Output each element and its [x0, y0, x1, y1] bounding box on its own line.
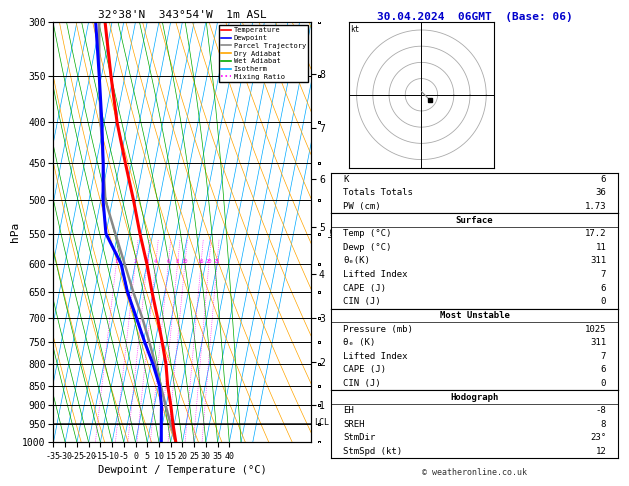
Text: CAPE (J): CAPE (J) — [343, 284, 386, 293]
Text: -8: -8 — [596, 406, 606, 415]
Text: 6: 6 — [167, 259, 170, 264]
Text: Most Unstable: Most Unstable — [440, 311, 509, 320]
Y-axis label: km
ASL: km ASL — [328, 225, 347, 240]
Text: 7: 7 — [601, 270, 606, 279]
Text: CAPE (J): CAPE (J) — [343, 365, 386, 374]
Y-axis label: hPa: hPa — [9, 222, 19, 242]
Text: StmDir: StmDir — [343, 434, 375, 442]
Text: 11: 11 — [596, 243, 606, 252]
Legend: Temperature, Dewpoint, Parcel Trajectory, Dry Adiabat, Wet Adiabat, Isotherm, Mi: Temperature, Dewpoint, Parcel Trajectory… — [219, 25, 308, 82]
Text: Hodograph: Hodograph — [450, 393, 499, 401]
Text: Dewp (°C): Dewp (°C) — [343, 243, 391, 252]
Text: 10: 10 — [182, 259, 188, 264]
Title: 32°38'N  343°54'W  1m ASL: 32°38'N 343°54'W 1m ASL — [98, 10, 267, 20]
Text: Temp (°C): Temp (°C) — [343, 229, 391, 238]
Text: θₑ (K): θₑ (K) — [343, 338, 375, 347]
Text: SREH: SREH — [343, 420, 364, 429]
Text: Lifted Index: Lifted Index — [343, 352, 408, 361]
Text: StmSpd (kt): StmSpd (kt) — [343, 447, 402, 456]
Text: 1: 1 — [114, 259, 118, 264]
Text: 0: 0 — [601, 297, 606, 306]
Text: 20: 20 — [206, 259, 212, 264]
Text: CIN (J): CIN (J) — [343, 379, 381, 388]
Text: Totals Totals: Totals Totals — [343, 189, 413, 197]
Text: PW (cm): PW (cm) — [343, 202, 381, 211]
Text: kt: kt — [350, 25, 359, 34]
Text: 25: 25 — [214, 259, 220, 264]
Text: Surface: Surface — [456, 216, 493, 225]
Text: K: K — [343, 175, 348, 184]
Text: 4: 4 — [154, 259, 157, 264]
Text: © weatheronline.co.uk: © weatheronline.co.uk — [423, 468, 527, 477]
Text: 16: 16 — [198, 259, 204, 264]
Text: 2: 2 — [133, 259, 137, 264]
Text: 36: 36 — [596, 189, 606, 197]
Text: 0: 0 — [601, 379, 606, 388]
X-axis label: Dewpoint / Temperature (°C): Dewpoint / Temperature (°C) — [98, 465, 267, 475]
Text: 1.73: 1.73 — [585, 202, 606, 211]
Text: 6: 6 — [601, 175, 606, 184]
Text: 8: 8 — [601, 420, 606, 429]
Text: Lifted Index: Lifted Index — [343, 270, 408, 279]
Text: 1025: 1025 — [585, 325, 606, 333]
Text: Pressure (mb): Pressure (mb) — [343, 325, 413, 333]
Text: CIN (J): CIN (J) — [343, 297, 381, 306]
Text: 23°: 23° — [590, 434, 606, 442]
Text: 30.04.2024  06GMT  (Base: 06): 30.04.2024 06GMT (Base: 06) — [377, 12, 573, 22]
Text: 6: 6 — [601, 365, 606, 374]
Text: EH: EH — [343, 406, 353, 415]
Text: 12: 12 — [596, 447, 606, 456]
Text: 311: 311 — [590, 338, 606, 347]
Text: LCL: LCL — [314, 418, 329, 427]
Text: 3: 3 — [145, 259, 148, 264]
Text: 7: 7 — [601, 352, 606, 361]
Text: 17.2: 17.2 — [585, 229, 606, 238]
Text: θₑ(K): θₑ(K) — [343, 257, 370, 265]
Text: 6: 6 — [601, 284, 606, 293]
Text: 311: 311 — [590, 257, 606, 265]
Text: 8: 8 — [176, 259, 179, 264]
